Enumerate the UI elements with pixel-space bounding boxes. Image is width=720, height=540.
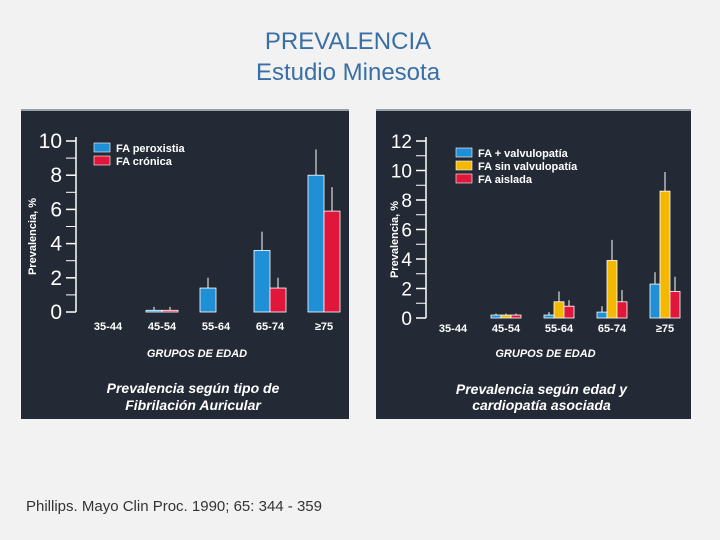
legend-label: FA peroxistia (116, 143, 186, 155)
bar (596, 311, 608, 319)
x-axis-label: GRUPOS DE EDAD (495, 348, 595, 360)
bar (500, 314, 512, 319)
chart-afib-type: 0 2 4 6 8 10 Prevalencia, % 35-44 45-54 55-64 65-7… (27, 130, 341, 413)
y-axis-label: Prevalencia, % (27, 198, 39, 275)
y-tick-label: 6 (401, 221, 412, 242)
legend-swatch (455, 160, 473, 171)
bar (659, 190, 671, 319)
bar (269, 287, 287, 313)
x-tick-label: ≥75 (656, 323, 674, 335)
x-tick-label: 35-44 (439, 323, 468, 335)
legend-swatch (455, 147, 473, 158)
legend-swatch (93, 142, 111, 153)
x-tick-label: 55-64 (545, 323, 574, 335)
bar (669, 291, 681, 319)
bar (543, 314, 555, 319)
title-line-2: Estudio Minesota (255, 59, 441, 86)
y-tick-label: 4 (401, 250, 412, 271)
chart-panel-afib-type: 0 2 4 6 8 10 Prevalencia, % 35-44 45-54 55-64 65-7… (21, 111, 349, 419)
bar (253, 250, 271, 313)
bar (510, 314, 522, 319)
bar (490, 314, 502, 319)
y-tick-label: 0 (401, 309, 412, 330)
x-tick-label: 65-74 (598, 323, 627, 335)
bar (145, 309, 163, 313)
bar (323, 210, 341, 313)
bar (161, 309, 179, 313)
y-tick-label: 2 (50, 267, 62, 290)
title-line-1: PREVALENCIA (264, 28, 432, 55)
y-tick-label: 4 (50, 233, 62, 256)
legend-label: FA aislada (478, 174, 533, 186)
y-tick-label: 6 (50, 198, 62, 221)
slide-title: PREVALENCIA Estudio Minesota (0, 26, 696, 88)
chart-heart-disease: 0 2 4 6 8 10 12 Prevalencia, % 35-44 45-54 55-64 65… (389, 132, 681, 413)
bar (649, 283, 661, 319)
y-tick-label: 0 (50, 301, 62, 324)
y-tick-label: 10 (391, 162, 412, 183)
x-tick-label: 45-54 (492, 323, 521, 335)
y-axis-label: Prevalencia, % (389, 201, 401, 278)
citation: Phillips. Mayo Clin Proc. 1990; 65: 344 … (26, 498, 322, 515)
caption-line-1: Prevalencia según edad y (456, 381, 628, 397)
legend-label: FA + valvulopatía (478, 148, 569, 160)
y-tick-label: 8 (401, 191, 412, 212)
x-tick-label: 55-64 (202, 321, 231, 333)
left-panel-top-edge (21, 109, 349, 111)
right-panel-top-edge (376, 109, 691, 111)
x-tick-label: 35-44 (94, 321, 123, 333)
x-tick-label: 65-74 (256, 321, 285, 333)
caption-line-2: Fibrilación Auricular (125, 397, 262, 413)
legend-swatch (93, 155, 111, 166)
bar (616, 301, 628, 319)
y-tick-label: 10 (39, 130, 62, 153)
legend-swatch (455, 173, 473, 184)
y-tick-label: 12 (391, 132, 412, 153)
x-tick-label: ≥75 (315, 321, 333, 333)
bar (199, 287, 217, 313)
bar (606, 260, 618, 319)
bar (553, 301, 565, 319)
legend-label: FA crónica (116, 156, 173, 168)
legend-label: FA sin valvulopatía (478, 161, 578, 173)
x-tick-label: 45-54 (148, 321, 177, 333)
bar (307, 174, 325, 313)
bar (563, 305, 575, 319)
caption-line-1: Prevalencia según tipo de (107, 380, 280, 396)
y-tick-label: 2 (401, 280, 412, 301)
caption-line-2: cardiopatía asociada (472, 397, 611, 413)
y-tick-label: 8 (50, 164, 62, 187)
x-axis-label: GRUPOS DE EDAD (147, 348, 247, 360)
chart-panel-heart-disease: 0 2 4 6 8 10 12 Prevalencia, % 35-44 45-54 55-64 65… (376, 111, 691, 419)
